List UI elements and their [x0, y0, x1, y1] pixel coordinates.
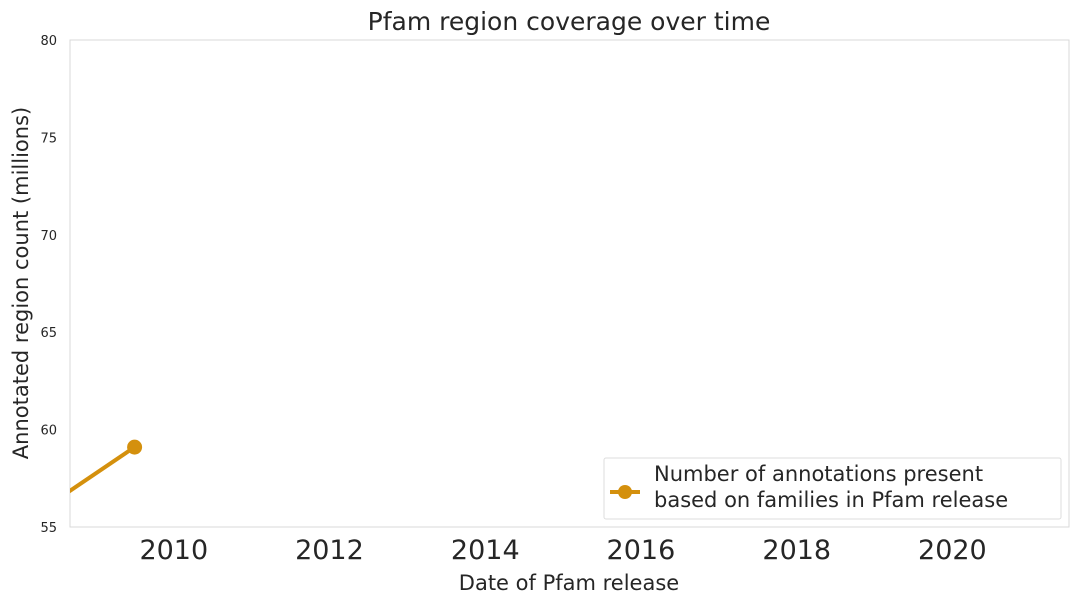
x-tick-label: 2012 — [295, 535, 364, 566]
x-axis: 2010 2012 2014 2016 2018 2020 — [139, 535, 986, 566]
y-tick-label: 75 — [40, 131, 57, 146]
legend-box — [603, 457, 1062, 520]
y-tick-label: 60 — [40, 424, 57, 439]
data-point — [127, 439, 143, 455]
y-tick-label: 70 — [40, 229, 57, 244]
x-tick-label: 2020 — [918, 535, 987, 566]
legend-label: Number of annotations present based on fa… — [654, 462, 1008, 512]
x-tick-label: 2016 — [607, 535, 676, 566]
chart-title: Pfam region coverage over time — [368, 7, 771, 36]
legend: Number of annotations present based on fa… — [603, 457, 1062, 520]
legend-marker-swatch — [618, 485, 632, 499]
x-axis-label: Date of Pfam release — [459, 571, 679, 595]
plot-frame — [69, 39, 1070, 528]
y-tick-label: 65 — [40, 326, 57, 341]
y-tick-label: 55 — [40, 521, 57, 536]
x-tick-label: 2010 — [139, 535, 208, 566]
y-axis-label: Annotated region count (millions) — [9, 107, 33, 459]
series-layer — [70, 439, 143, 494]
x-tick-label: 2018 — [762, 535, 831, 566]
x-tick-label: 2014 — [451, 535, 520, 566]
y-tick-label: 80 — [40, 34, 57, 49]
y-axis: 55 60 65 70 75 80 — [40, 34, 57, 536]
series-line — [70, 445, 137, 494]
